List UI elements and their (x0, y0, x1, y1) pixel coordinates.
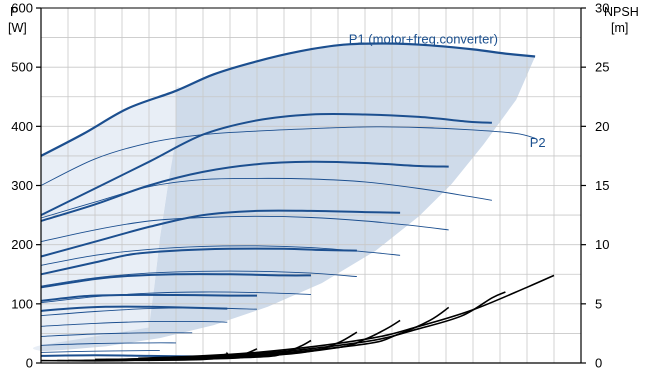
right-tick-label: 10 (595, 237, 609, 252)
p2-curve-6 (40, 291, 312, 304)
p1-curve-8 (40, 305, 228, 312)
left-tick-label: 0 (26, 356, 33, 369)
left-axis-title-line2: [W] (8, 21, 27, 35)
left-tick-label: 200 (11, 237, 33, 252)
p1-curves (40, 42, 536, 359)
p1-curve-3 (40, 160, 449, 222)
band-light-region (33, 86, 180, 352)
p2-curve-11 (40, 350, 160, 353)
right-axis-title-line2: [m] (611, 21, 628, 35)
npsh-curve-11 (40, 358, 160, 362)
label-p1: P1 (motor+freq.converter) (349, 32, 498, 47)
right-tick-label: 15 (595, 178, 609, 193)
p2-curve-3 (40, 215, 449, 243)
left-tick-label: 500 (11, 60, 33, 75)
left-tick-label: 400 (11, 119, 33, 134)
p1-curve-1 (40, 42, 536, 157)
p2-curve-5 (40, 270, 357, 287)
p1-curve-4 (40, 209, 401, 258)
right-tick-label: 0 (595, 356, 602, 369)
right-tick-label: 25 (595, 60, 609, 75)
left-tick-label: 300 (11, 178, 33, 193)
left-tick-label: 100 (11, 296, 33, 311)
p1-curve-7 (40, 293, 257, 302)
right-axis-title-line1: NPSH (604, 5, 639, 19)
right-tick-label: 30 (595, 1, 609, 16)
p2-curve-8 (40, 320, 228, 327)
p2-curve-9 (40, 332, 193, 337)
p1-curve-5 (40, 247, 357, 276)
p1-curve-2 (40, 112, 492, 216)
npsh-curves (40, 274, 555, 362)
left-tick-label: 600 (11, 1, 33, 16)
left-axis-title-line1: P (10, 5, 18, 19)
grid (41, 8, 581, 363)
tick-labels: 0 100 200 300 400 500 600 0 5 10 15 20 25 30 (11, 1, 609, 369)
p2-curve-1 (40, 126, 536, 186)
p2-curves (40, 126, 536, 353)
p2-curve-4 (40, 245, 401, 266)
right-tick-label: 5 (595, 296, 602, 311)
p1-curve-6 (40, 273, 312, 289)
right-tick-label: 20 (595, 119, 609, 134)
p2-curve-10 (40, 342, 177, 346)
label-p2: P2 (530, 135, 546, 150)
